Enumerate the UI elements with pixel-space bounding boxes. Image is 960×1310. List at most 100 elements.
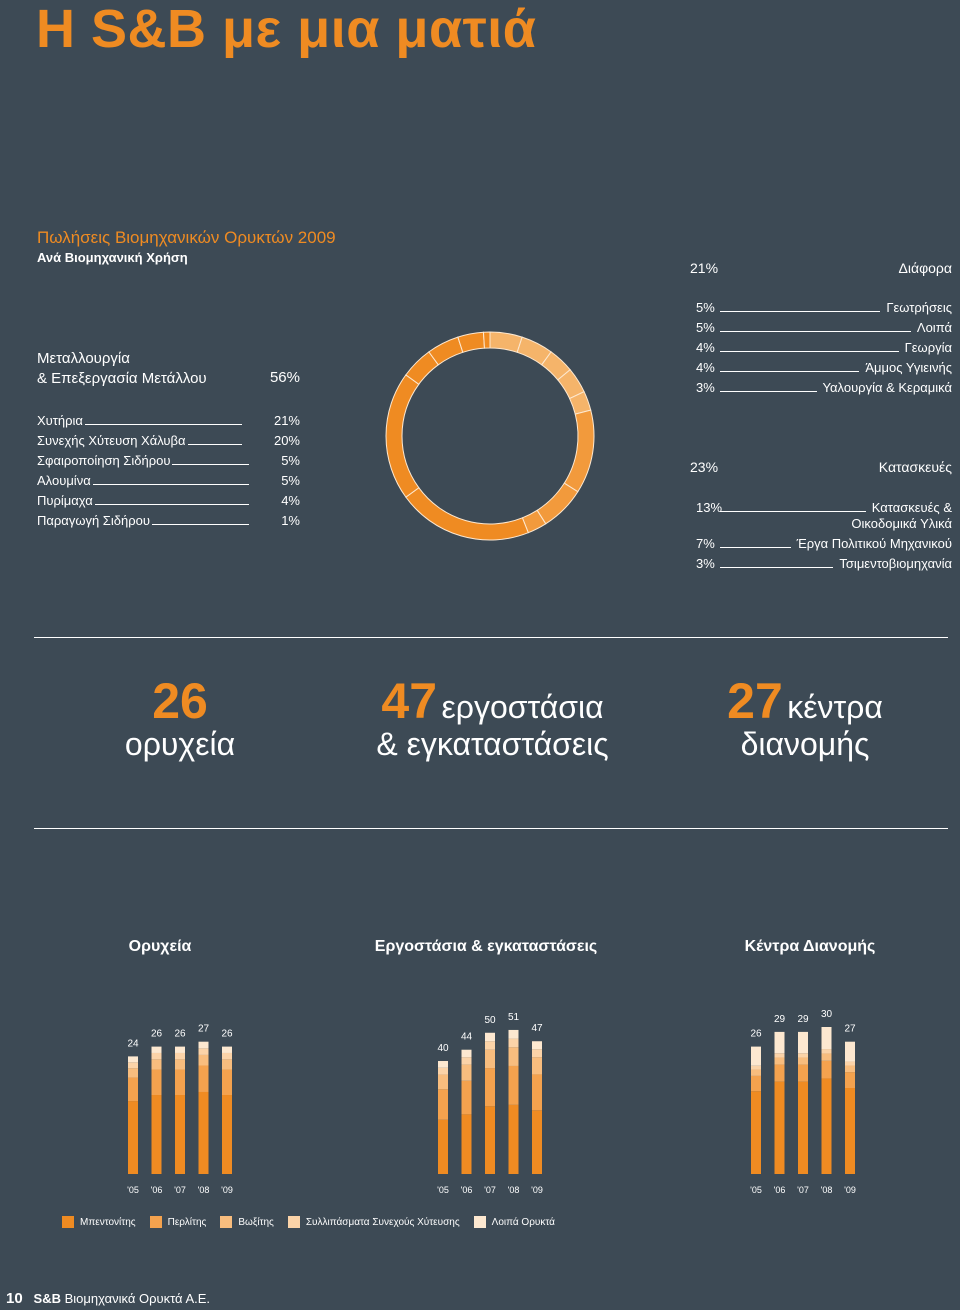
sales-subtitle: Ανά Βιομηχανική Χρήση: [37, 250, 188, 265]
bar-segment: [198, 1048, 209, 1055]
metallurgy-item-pct: 21%: [273, 413, 300, 428]
bar-value-label: 51: [508, 1012, 520, 1023]
chart-title-distribution: Κέντρα Διανομής: [744, 938, 876, 955]
metallurgy-item-label: Αλουμίνα: [37, 473, 91, 488]
legend-item: Βωξίτης: [220, 1216, 274, 1228]
construction-item-pct: 7%: [696, 536, 715, 551]
divider-top: [34, 637, 948, 638]
bar-segment: [461, 1114, 472, 1174]
footer-brand: S&B: [33, 1291, 61, 1306]
misc-item-label: Άμμος Υγιεινής: [865, 360, 952, 375]
metallurgy-item-label: Πυρίμαχα: [37, 493, 93, 508]
metallurgy-item-pct: 5%: [281, 473, 300, 488]
bar-charts: 24 '05 26 '06 26 '07 27 '08 26 '09 40 '05 44 '06 50 '07…: [127, 1009, 856, 1195]
x-tick-label: '09: [844, 1185, 856, 1195]
chart-title-mines: Ορυχεία: [128, 938, 192, 955]
bar-segment: [438, 1074, 448, 1090]
legend-swatch: [220, 1216, 233, 1228]
page-title: Η S&B με μια ματιά: [36, 0, 537, 59]
bar-segment: [845, 1088, 855, 1174]
bar-segment: [508, 1038, 519, 1048]
bar-segment: [175, 1052, 185, 1060]
bar-segment: [151, 1046, 162, 1053]
stat-mines-label: ορυχεία: [124, 726, 236, 762]
bar-segment: [508, 1029, 519, 1039]
x-tick-label: '05: [750, 1185, 762, 1195]
leader-line: [720, 536, 791, 548]
bar-segment: [751, 1075, 761, 1092]
construction-item: 3% Τσιμεντοβιομηχανία: [696, 556, 952, 576]
bar-segment: [175, 1046, 185, 1053]
bar-segment: [198, 1054, 209, 1066]
bar-value-label: 24: [127, 1038, 139, 1049]
bar-segment: [532, 1110, 542, 1174]
stat-plants: 47 εργοστάσια & εγκαταστάσεις: [360, 672, 625, 763]
bar-segment: [438, 1061, 448, 1068]
legend-swatch: [149, 1216, 162, 1228]
bar-segment: [151, 1095, 162, 1174]
footer-company: Βιομηχανικά Ορυκτά Α.Ε.: [64, 1291, 211, 1306]
bar-segment: [845, 1065, 855, 1073]
misc-item-label: Υαλουργία & Κεραμικά: [822, 380, 952, 395]
metallurgy-label-2: & Επεξεργασία Μετάλλου: [37, 370, 207, 387]
x-tick-label: '08: [821, 1185, 833, 1195]
misc-pct: 21%: [690, 260, 719, 276]
bar-segment: [485, 1106, 495, 1174]
construction-item: 7% Έργα Πολιτικού Μηχανικού: [696, 536, 952, 556]
misc-item: 5% Γεωτρήσεις: [696, 300, 952, 320]
leader-line: [720, 320, 911, 332]
bar-segment: [222, 1052, 232, 1060]
bar-segment: [485, 1068, 495, 1107]
bar-segment: [151, 1069, 162, 1096]
x-tick-label: '06: [461, 1185, 473, 1195]
leader-line: [720, 500, 866, 512]
leader-line: [720, 300, 880, 312]
bar-segment: [461, 1049, 472, 1058]
bar-segment: [798, 1081, 808, 1174]
misc-label: Διάφορα: [898, 260, 952, 276]
bar-value-label: 44: [461, 1032, 473, 1043]
bar-segment: [175, 1069, 185, 1096]
bar-segment: [485, 1032, 495, 1042]
bar-segment: [845, 1061, 855, 1066]
bar-segment: [461, 1057, 472, 1065]
stat-plants-label-1: εργοστάσια: [441, 689, 604, 725]
bar-segment: [222, 1046, 232, 1053]
misc-item-pct: 4%: [696, 360, 715, 375]
construction-item-label: Έργα Πολιτικού Μηχανικού: [796, 536, 952, 551]
bar-segment: [485, 1049, 495, 1069]
x-tick-label: '07: [174, 1185, 186, 1195]
misc-item-pct: 5%: [696, 300, 715, 315]
legend-item: Λοιπά Ορυκτά: [473, 1216, 555, 1228]
bar-segment: [751, 1091, 761, 1174]
x-tick-label: '07: [484, 1185, 496, 1195]
bar-segment: [821, 1060, 832, 1079]
donut-slice-metallurgy: [385, 374, 420, 498]
stat-distribution-number: 27: [727, 673, 783, 729]
bar-value-label: 27: [844, 1024, 856, 1035]
bar-value-label: 40: [437, 1043, 449, 1054]
bar-segment: [128, 1068, 138, 1078]
bar-segment: [485, 1041, 495, 1050]
metallurgy-item: Αλουμίνα 5%: [37, 472, 300, 492]
bar-segment: [222, 1069, 232, 1096]
bar-segment: [198, 1091, 209, 1174]
bar-segment: [821, 1049, 832, 1054]
bar-segment: [222, 1059, 232, 1070]
x-tick-label: '08: [198, 1185, 210, 1195]
leader-line: [94, 492, 249, 505]
misc-item: 4% Άμμος Υγιεινής: [696, 360, 952, 380]
bar-segment: [751, 1065, 761, 1070]
legend-swatch: [62, 1216, 74, 1228]
page-number: 10: [6, 1290, 23, 1307]
donut-slice-metallurgy: [457, 331, 486, 353]
bar-segment: [821, 1027, 832, 1050]
misc-item-label: Γεωργία: [904, 340, 952, 355]
x-tick-label: '08: [508, 1185, 520, 1195]
legend-label: Συλλιπάσματα Συνεχούς Χύτευσης: [305, 1216, 460, 1228]
bar-value-label: 47: [531, 1023, 543, 1034]
sales-title: Πωλήσεις Βιομηχανικών Ορυκτών 2009: [37, 228, 336, 247]
bar-segment: [845, 1041, 855, 1062]
metallurgy-item-pct: 5%: [281, 453, 300, 468]
metallurgy-item-label: Συνεχής Χύτευση Χάλυβα: [37, 433, 186, 448]
